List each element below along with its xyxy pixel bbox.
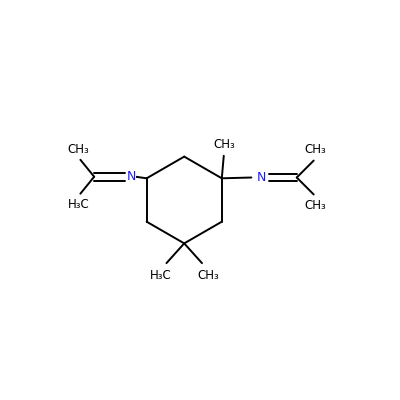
Text: N: N bbox=[127, 170, 136, 183]
Text: CH₃: CH₃ bbox=[305, 199, 326, 212]
Text: CH₃: CH₃ bbox=[68, 143, 89, 156]
Text: H₃C: H₃C bbox=[150, 269, 172, 282]
Text: CH₃: CH₃ bbox=[213, 138, 235, 151]
Text: CH₃: CH₃ bbox=[197, 269, 219, 282]
Text: H₃C: H₃C bbox=[68, 198, 89, 211]
Text: N: N bbox=[256, 171, 266, 184]
Text: CH₃: CH₃ bbox=[305, 144, 326, 156]
